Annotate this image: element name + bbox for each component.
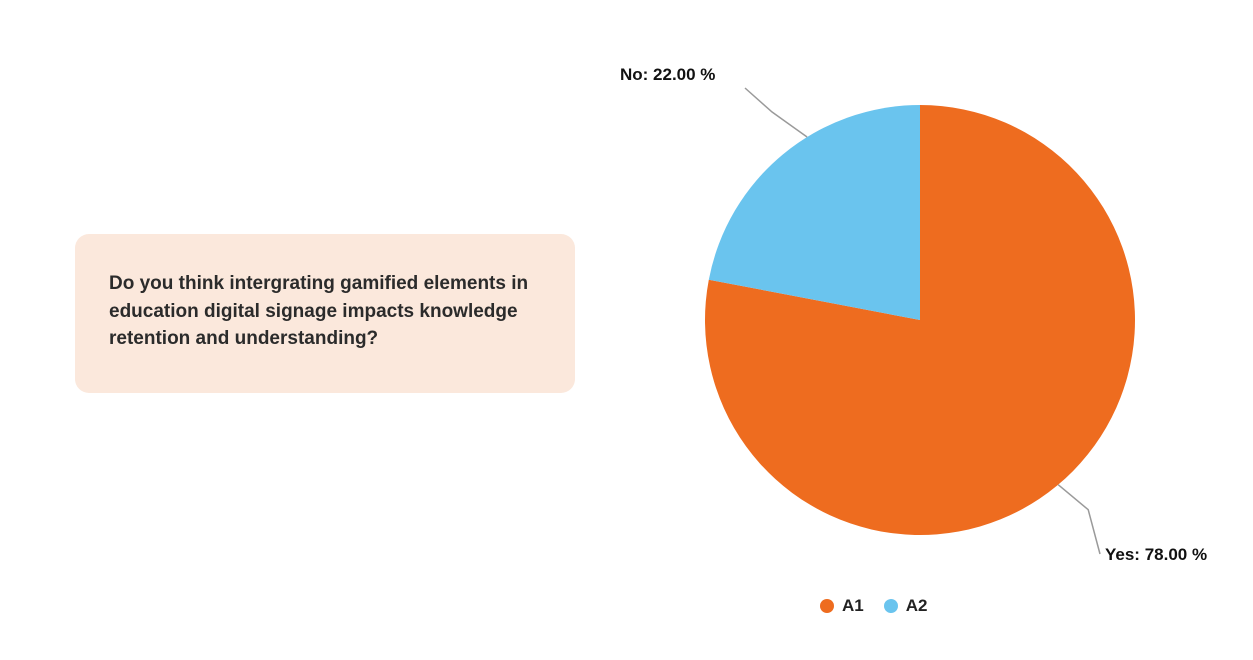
pie-chart-container: No: 22.00 % Yes: 78.00 %	[620, 40, 1220, 600]
stage: Do you think intergrating gamified eleme…	[0, 0, 1253, 660]
callout-line-yes	[1058, 485, 1100, 554]
legend-item-a1: A1	[820, 596, 864, 616]
legend-swatch-a1	[820, 599, 834, 613]
pie-chart: No: 22.00 % Yes: 78.00 %	[620, 40, 1220, 600]
legend-item-a2: A2	[884, 596, 928, 616]
legend-swatch-a2	[884, 599, 898, 613]
question-card: Do you think intergrating gamified eleme…	[75, 234, 575, 393]
callout-label-yes: Yes: 78.00 %	[1105, 545, 1207, 564]
legend-label-a2: A2	[906, 596, 928, 616]
legend-label-a1: A1	[842, 596, 864, 616]
callout-line-no	[745, 88, 807, 137]
legend: A1 A2	[820, 596, 927, 616]
question-text: Do you think intergrating gamified eleme…	[109, 270, 541, 353]
callout-label-no: No: 22.00 %	[620, 65, 715, 84]
